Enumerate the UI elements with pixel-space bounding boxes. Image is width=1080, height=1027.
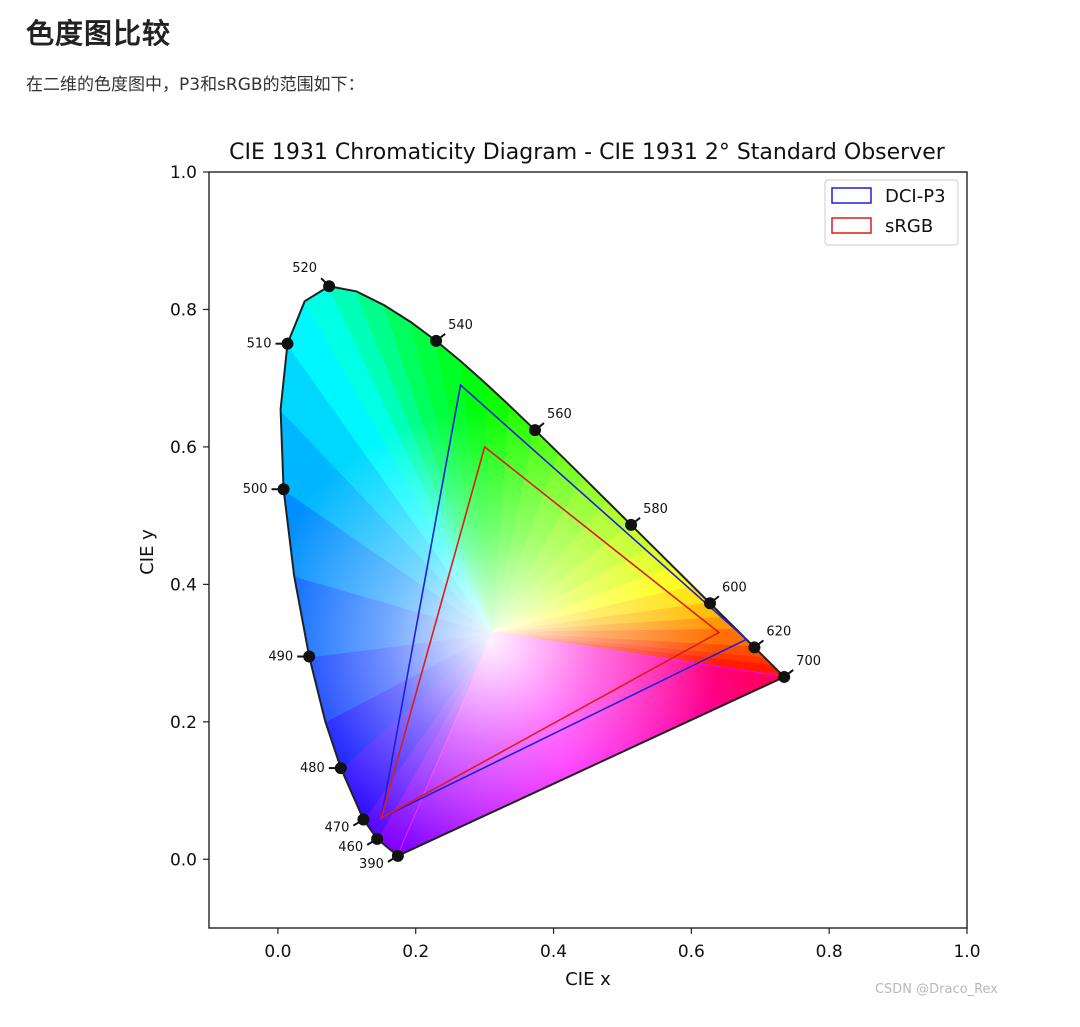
wavelength-marker [281,337,294,350]
y-tick-label: 0.8 [170,300,197,320]
chromaticity-fill [280,286,785,856]
axes-frame [208,171,968,929]
wavelength-marker [391,849,404,862]
wavelength-label: 510 [247,337,272,352]
legend-swatch-srgb [831,217,872,234]
wavelength-marker [371,832,384,845]
intro-paragraph: 在二维的色度图中，P3和sRGB的范围如下： [26,75,365,95]
wavelength-marker [778,670,791,683]
axis-ticks: 0.0 0.2 0.4 0.6 0.8 1.0 0.0 0.2 0.4 0.6 0.8 1.0 [170,163,981,962]
wavelength-label: 580 [643,502,668,517]
chart-title: CIE 1931 Chromaticity Diagram - CIE 1931… [229,140,946,165]
x-tick-label: 0.8 [816,942,843,962]
y-axis-label: CIE y [137,529,158,575]
legend: DCI-P3 sRGB [824,179,959,246]
wavelength-label: 470 [325,821,350,836]
wavelength-marker [529,424,542,437]
wavelength-markers: 390 460 470 480 490 500 510 520 540 560 580 600 620 7… [243,261,821,872]
y-tick-label: 0.0 [170,850,197,870]
gamut-triangle-dci-p3 [380,383,748,820]
x-tick-label: 0.0 [264,942,291,962]
wavelength-marker [625,518,638,531]
x-tick-label: 1.0 [953,942,980,962]
wavelength-marker [323,280,336,293]
y-tick-label: 1.0 [170,163,197,183]
wavelength-label: 500 [243,482,268,497]
legend-box [824,179,959,246]
wavelength-label: 480 [300,761,325,776]
wavelength-marker [430,334,443,347]
x-tick-label: 0.4 [540,942,567,962]
wavelength-marker [303,650,316,663]
wavelength-label: 490 [268,650,293,665]
wavelength-marker [334,762,347,775]
y-tick-label: 0.2 [170,713,197,733]
wavelength-marker [277,483,290,496]
y-tick-label: 0.6 [170,438,197,458]
gamut-triangle-srgb [379,445,721,820]
y-tick-label: 0.4 [170,575,197,595]
x-tick-label: 0.2 [402,942,429,962]
wavelength-label: 620 [766,624,791,639]
wavelength-label: 600 [722,580,747,595]
gamut-triangles [379,383,748,820]
watermark: CSDN @Draco_Rex [874,982,998,997]
legend-label-srgb: sRGB [885,216,933,237]
wavelength-label: 540 [448,318,473,333]
section-heading: 色度图比较 [26,17,172,50]
legend-label-dci-p3: DCI-P3 [885,186,946,207]
wavelength-marker [703,597,716,610]
legend-swatch-dci-p3 [831,187,872,204]
wavelength-label: 460 [338,840,363,855]
x-tick-label: 0.6 [678,942,705,962]
wavelength-label: 390 [359,857,384,872]
wavelength-marker [748,641,761,654]
wavelength-label: 520 [292,261,317,276]
white-point-glow [280,393,734,856]
wavelength-label: 700 [796,654,821,669]
wavelength-label: 560 [547,407,572,422]
x-axis-label: CIE x [565,969,611,990]
spectral-locus [279,285,786,858]
wavelength-marker [357,813,370,826]
